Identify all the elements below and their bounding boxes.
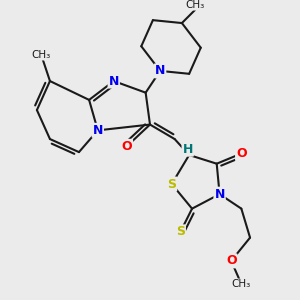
Text: CH₃: CH₃: [232, 279, 251, 289]
Text: O: O: [236, 147, 247, 160]
Text: S: S: [167, 178, 176, 190]
Text: S: S: [176, 225, 185, 238]
Text: O: O: [122, 140, 132, 153]
Text: O: O: [226, 254, 236, 267]
Text: N: N: [214, 188, 225, 201]
Text: CH₃: CH₃: [32, 50, 51, 60]
Text: N: N: [93, 124, 103, 137]
Text: CH₃: CH₃: [185, 0, 205, 10]
Text: H: H: [182, 143, 193, 156]
Text: N: N: [109, 75, 119, 88]
Text: N: N: [155, 64, 165, 77]
